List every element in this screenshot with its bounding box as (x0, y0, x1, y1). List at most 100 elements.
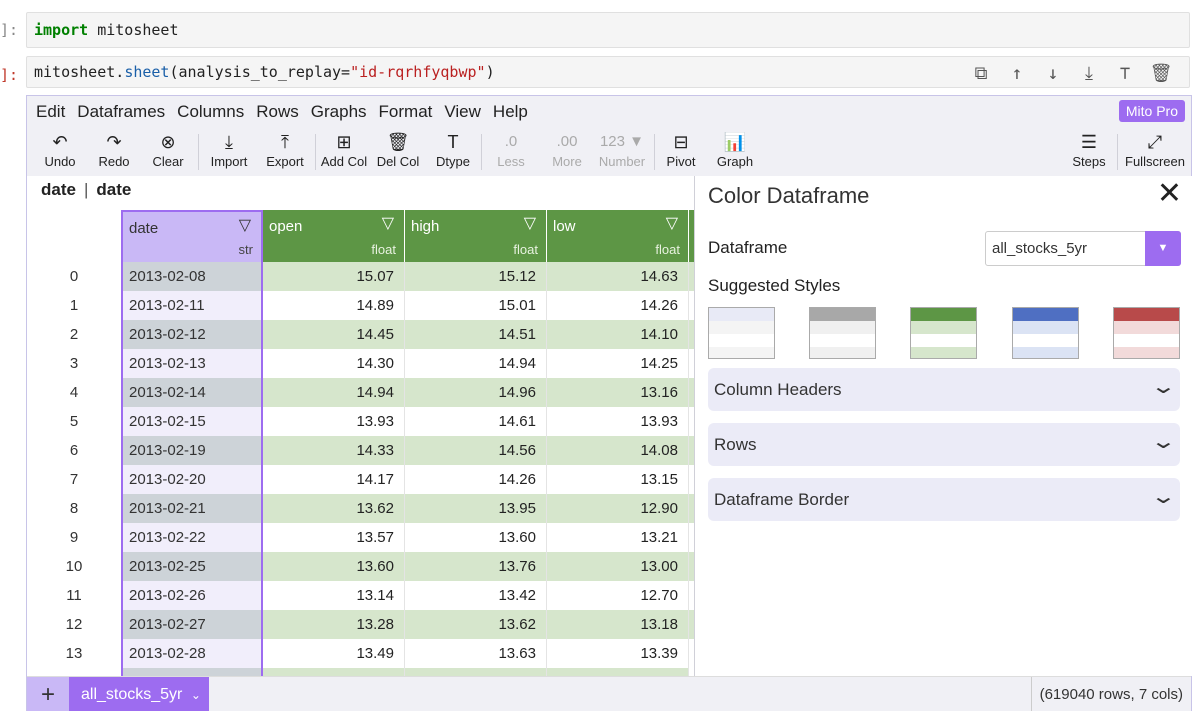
dataframe-select[interactable]: all_stocks_5yr ▼ (985, 231, 1181, 266)
cell-open[interactable]: 14.94 (263, 378, 405, 407)
menu-view[interactable]: View (444, 102, 481, 121)
column-header-low[interactable]: low ▽ float (547, 210, 689, 262)
style-swatch-gray[interactable] (809, 307, 876, 359)
cell-low[interactable]: 14.63 (547, 262, 689, 291)
filter-icon[interactable]: ▽ (381, 215, 394, 232)
cell-open[interactable]: 13.93 (263, 407, 405, 436)
cell-high[interactable]: 13.95 (405, 494, 547, 523)
cell-date[interactable]: 2013-02-15 (121, 407, 263, 436)
cell-open[interactable]: 13.49 (263, 639, 405, 668)
menu-rows[interactable]: Rows (256, 102, 299, 121)
insert-below-icon[interactable]: ⤓ (1085, 62, 1093, 84)
less-decimals-button[interactable]: .0 Less (491, 130, 531, 169)
cell-low[interactable]: 13.16 (547, 378, 689, 407)
cell-low[interactable]: 13.18 (547, 610, 689, 639)
cell-low[interactable]: 13.39 (547, 639, 689, 668)
cell-high[interactable]: 14.94 (405, 349, 547, 378)
insert-above-icon[interactable]: ⊤ (1119, 62, 1131, 84)
cell-high[interactable]: 13.60 (405, 523, 547, 552)
add-sheet-button[interactable]: + (27, 677, 69, 711)
cell-open[interactable]: 14.17 (263, 465, 405, 494)
cell-low[interactable]: 13.21 (547, 523, 689, 552)
menu-help[interactable]: Help (492, 102, 528, 121)
cell-date[interactable]: 2013-02-26 (121, 581, 263, 610)
code-editor-sheet[interactable]: mitosheet. sheet (analysis_to_replay= "id-r… (26, 56, 1190, 88)
style-swatch-blue[interactable] (1012, 307, 1079, 359)
cell-high[interactable]: 15.01 (405, 291, 547, 320)
cell-low[interactable]: 12.70 (547, 581, 689, 610)
cell-open[interactable]: 14.89 (263, 291, 405, 320)
cell-high[interactable]: 15.12 (405, 262, 547, 291)
sheet-tab-all-stocks[interactable]: all_stocks_5yr ⌄ (69, 677, 209, 711)
cell-date[interactable]: 2013-02-28 (121, 639, 263, 668)
move-up-icon[interactable]: ↑ (1011, 62, 1023, 84)
menu-columns[interactable]: Columns (177, 102, 245, 121)
graph-button[interactable]: 📊 Graph (713, 130, 757, 169)
cell-date[interactable]: 2013-02-08 (121, 262, 263, 291)
dtype-button[interactable]: T Dtype (431, 130, 475, 169)
filter-icon[interactable]: ▽ (238, 217, 251, 234)
cell-open[interactable]: 13.62 (263, 494, 405, 523)
code-editor-import[interactable]: import mitosheet (26, 12, 1190, 48)
column-header-open[interactable]: open ▽ float (263, 210, 405, 262)
filter-icon[interactable]: ▽ (523, 215, 536, 232)
cell-high[interactable]: 13.42 (405, 581, 547, 610)
style-swatch-default[interactable] (708, 307, 775, 359)
section-rows[interactable]: Rows ⌄ (708, 423, 1180, 466)
cell-open[interactable]: 13.57 (263, 523, 405, 552)
cell-date[interactable]: 2013-02-13 (121, 349, 263, 378)
cell-open[interactable]: 14.45 (263, 320, 405, 349)
cell-high[interactable]: 13.62 (405, 610, 547, 639)
cell-date[interactable]: 2013-02-19 (121, 436, 263, 465)
close-icon[interactable]: ✕ (1156, 177, 1182, 210)
add-col-button[interactable]: ⊞ Add Col (319, 130, 369, 169)
more-decimals-button[interactable]: .00 More (545, 130, 589, 169)
cell-low[interactable]: 13.93 (547, 407, 689, 436)
cell-date[interactable]: 2013-02-14 (121, 378, 263, 407)
mito-pro-badge[interactable]: Mito Pro (1118, 100, 1185, 122)
cell-low[interactable]: 13.15 (547, 465, 689, 494)
clear-button[interactable]: ⊗ Clear (147, 130, 189, 169)
delete-icon[interactable]: 🗑 (1149, 62, 1173, 84)
cell-date[interactable]: 2013-02-27 (121, 610, 263, 639)
import-button[interactable]: ⤓ Import (205, 130, 253, 169)
cell-low[interactable]: 14.25 (547, 349, 689, 378)
pivot-button[interactable]: ⊟ Pivot (661, 130, 701, 169)
cell-date[interactable]: 2013-02-25 (121, 552, 263, 581)
cell-date[interactable]: 2013-02-20 (121, 465, 263, 494)
cell-high[interactable]: 13.63 (405, 639, 547, 668)
filter-icon[interactable]: ▽ (665, 215, 678, 232)
fullscreen-button[interactable]: ⤢ Fullscreen (1122, 130, 1188, 169)
cell-high[interactable]: 14.96 (405, 378, 547, 407)
formula-value[interactable]: date (96, 180, 132, 199)
cell-open[interactable]: 15.07 (263, 262, 405, 291)
menu-graphs[interactable]: Graphs (310, 102, 367, 121)
style-swatch-red[interactable] (1113, 307, 1180, 359)
cell-high[interactable]: 14.56 (405, 436, 547, 465)
copy-icon[interactable]: ⧉ (974, 62, 988, 84)
cell-low[interactable]: 14.26 (547, 291, 689, 320)
column-header-date[interactable]: date ▽ str (121, 210, 263, 262)
cell-open[interactable]: 13.60 (263, 552, 405, 581)
steps-button[interactable]: ☰ Steps (1069, 130, 1109, 169)
cell-high[interactable]: 14.61 (405, 407, 547, 436)
export-button[interactable]: ⤒ Export (260, 130, 310, 169)
section-column-headers[interactable]: Column Headers ⌄ (708, 368, 1180, 411)
column-header-high[interactable]: high ▽ float (405, 210, 547, 262)
cell-open[interactable]: 14.30 (263, 349, 405, 378)
cell-low[interactable]: 14.08 (547, 436, 689, 465)
section-dataframe-border[interactable]: Dataframe Border ⌄ (708, 478, 1180, 521)
menu-format[interactable]: Format (378, 102, 433, 121)
cell-date[interactable]: 2013-02-12 (121, 320, 263, 349)
cell-high[interactable]: 14.26 (405, 465, 547, 494)
menu-dataframes[interactable]: Dataframes (77, 102, 166, 121)
chevron-down-icon[interactable]: ⌄ (190, 688, 201, 702)
del-col-button[interactable]: 🗑 Del Col (375, 130, 421, 169)
cell-open[interactable]: 14.33 (263, 436, 405, 465)
cell-open[interactable]: 13.14 (263, 581, 405, 610)
cell-high[interactable]: 14.51 (405, 320, 547, 349)
cell-low[interactable]: 13.00 (547, 552, 689, 581)
number-format-button[interactable]: 123 ▼ Number (597, 130, 647, 169)
cell-date[interactable]: 2013-02-21 (121, 494, 263, 523)
menu-edit[interactable]: Edit (36, 102, 66, 121)
